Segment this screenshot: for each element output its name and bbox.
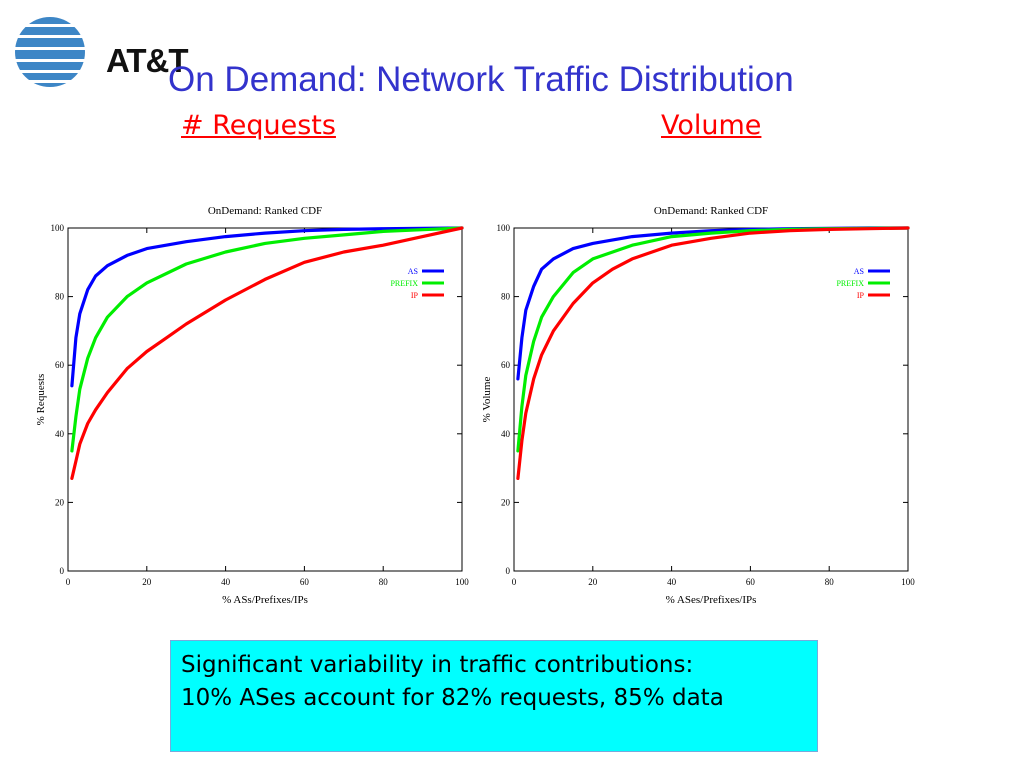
y-tick-label: 100 bbox=[497, 223, 511, 233]
y-tick-label: 100 bbox=[51, 223, 65, 233]
x-tick-label: 60 bbox=[300, 577, 310, 587]
legend-label-as: AS bbox=[854, 267, 864, 276]
y-tick-label: 0 bbox=[506, 566, 511, 576]
y-tick-label: 20 bbox=[501, 497, 511, 507]
y-tick-label: 0 bbox=[60, 566, 65, 576]
y-tick-label: 40 bbox=[55, 429, 65, 439]
y-tick-label: 80 bbox=[501, 292, 511, 302]
x-tick-label: 40 bbox=[667, 577, 677, 587]
series-line-ip bbox=[516, 226, 910, 480]
volume-cdf-chart: OnDemand: Ranked CDF 0 20 40 60 80 100 0 20 40 60 8… bbox=[481, 205, 915, 606]
series-line-as bbox=[516, 226, 910, 381]
x-axis-label: % ASs/Prefixes/IPs bbox=[222, 594, 308, 606]
series-line-prefix bbox=[516, 226, 910, 453]
x-tick-label: 20 bbox=[142, 577, 152, 587]
subtitle-volume: Volume bbox=[661, 110, 762, 141]
y-tick-label: 60 bbox=[55, 360, 65, 370]
chart-title: OnDemand: Ranked CDF bbox=[208, 205, 322, 217]
legend-label-ip: IP bbox=[857, 291, 865, 300]
callout-line-2: 10% ASes account for 82% requests, 85% d… bbox=[181, 685, 724, 711]
chart-title: OnDemand: Ranked CDF bbox=[654, 205, 768, 217]
logo-text: AT&T bbox=[106, 42, 189, 79]
series-line-as bbox=[70, 226, 464, 388]
y-tick-label: 80 bbox=[55, 292, 65, 302]
x-tick-label: 80 bbox=[825, 577, 835, 587]
x-tick-label: 20 bbox=[588, 577, 598, 587]
series-line-ip bbox=[70, 226, 464, 480]
y-tick-label: 60 bbox=[501, 360, 511, 370]
slide-title: On Demand: Network Traffic Distribution bbox=[168, 60, 794, 99]
x-tick-label: 40 bbox=[221, 577, 231, 587]
summary-callout: Significant variability in traffic contr… bbox=[170, 640, 818, 752]
y-axis-label: % Volume bbox=[481, 377, 493, 423]
y-tick-label: 40 bbox=[501, 429, 511, 439]
legend-label-prefix: PREFIX bbox=[390, 279, 418, 288]
att-globe-icon bbox=[15, 17, 85, 87]
series-line-prefix bbox=[70, 226, 464, 453]
callout-line-1: Significant variability in traffic contr… bbox=[181, 652, 694, 678]
legend-label-prefix: PREFIX bbox=[836, 279, 864, 288]
plot-frame bbox=[67, 227, 463, 572]
x-tick-label: 80 bbox=[379, 577, 389, 587]
y-tick-label: 20 bbox=[55, 497, 65, 507]
att-logo: AT&T bbox=[14, 14, 189, 90]
subtitle-requests: # Requests bbox=[181, 110, 336, 141]
legend-label-as: AS bbox=[408, 267, 418, 276]
x-tick-label: 0 bbox=[66, 577, 71, 587]
plot-frame bbox=[513, 227, 909, 572]
y-axis-label: % Requests bbox=[35, 374, 47, 426]
legend-label-ip: IP bbox=[411, 291, 419, 300]
x-tick-label: 0 bbox=[512, 577, 517, 587]
x-tick-label: 100 bbox=[455, 577, 469, 587]
x-axis-label: % ASes/Prefixes/IPs bbox=[666, 594, 757, 606]
x-tick-label: 100 bbox=[901, 577, 915, 587]
requests-cdf-chart: OnDemand: Ranked CDF 0 20 40 60 80 100 0 20 40 60 8… bbox=[35, 205, 469, 606]
x-tick-label: 60 bbox=[746, 577, 756, 587]
